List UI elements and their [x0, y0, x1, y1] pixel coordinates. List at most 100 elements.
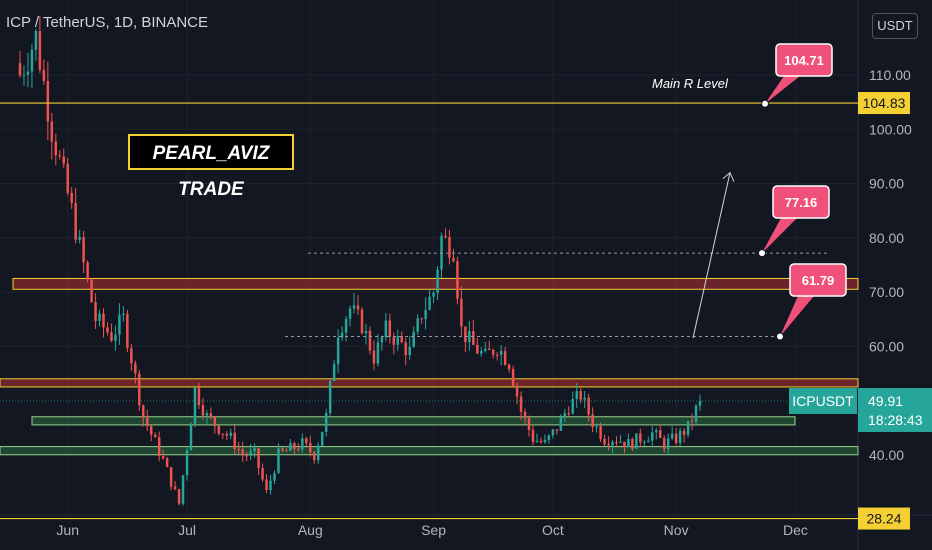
candle-body — [165, 458, 169, 468]
candle-body — [372, 350, 376, 364]
candle-body — [376, 342, 380, 364]
candle-body — [297, 449, 300, 451]
time-tick-label: Dec — [783, 522, 808, 538]
candle-body — [289, 443, 292, 451]
candles — [18, 15, 702, 506]
candle-body — [448, 237, 451, 258]
candle-body — [388, 320, 392, 337]
currency-badge[interactable]: USDT — [872, 13, 918, 39]
candle-body — [277, 448, 280, 473]
candle-body — [332, 364, 336, 382]
candle-body — [416, 318, 419, 332]
candle-body — [666, 438, 670, 449]
callout-text: 77.16 — [785, 195, 818, 210]
symbol-title[interactable]: ICP / TetherUS, 1D, BINANCE — [6, 14, 209, 31]
callout-box — [775, 43, 833, 77]
support-price-tag — [858, 507, 910, 530]
candle-body — [587, 397, 590, 415]
candle-body — [643, 442, 646, 444]
candle-body — [122, 313, 125, 315]
candle-body — [181, 475, 185, 504]
time-tick-label: Jun — [56, 522, 79, 538]
support-price-text: 28.24 — [866, 511, 901, 527]
price-tick-label: 90.00 — [869, 176, 904, 192]
candle-body — [364, 330, 368, 334]
candle-body — [201, 405, 205, 416]
candle-body — [22, 74, 26, 76]
support-zone — [0, 446, 859, 456]
callout-pointer — [762, 218, 797, 254]
candle-body — [340, 332, 344, 338]
candle-body — [261, 468, 264, 480]
candle-body — [126, 313, 129, 349]
candle-body — [690, 421, 694, 423]
candle-body — [392, 336, 396, 345]
callout-text: 61.79 — [802, 273, 835, 288]
candle-body — [38, 31, 42, 70]
candle-body — [217, 426, 221, 434]
candle-body — [146, 417, 149, 427]
candle-body — [301, 438, 304, 450]
callout-box — [772, 185, 830, 219]
candle-body — [209, 413, 213, 418]
last-price-text: 49.91 — [868, 393, 903, 409]
candle-body — [305, 438, 308, 444]
candle-body — [70, 193, 73, 204]
symbol-tag — [789, 387, 857, 414]
candle-body — [495, 354, 499, 356]
candle-body — [253, 448, 256, 452]
candle-body — [273, 472, 276, 481]
price-tick-label: 40.00 — [869, 447, 904, 463]
candle-body — [265, 479, 268, 491]
candle-body — [380, 337, 384, 343]
candle-body — [149, 426, 153, 435]
candle-body — [142, 405, 145, 418]
candle-body — [110, 332, 113, 341]
candle-body — [130, 348, 133, 364]
candle-body — [94, 302, 97, 321]
candle-body — [631, 438, 634, 449]
zones — [0, 277, 859, 456]
candle-body — [591, 414, 594, 428]
candle-body — [197, 387, 201, 406]
projection-arrow — [692, 172, 731, 339]
candle-body — [177, 489, 181, 504]
candle-body — [595, 426, 598, 428]
candle-body — [205, 413, 209, 416]
candle-body — [662, 437, 666, 449]
candle-body — [460, 298, 463, 327]
candle-body — [400, 335, 403, 343]
candle-body — [74, 203, 77, 240]
anchor-dot — [761, 99, 769, 108]
candle-body — [476, 344, 479, 354]
candle-body — [348, 308, 352, 319]
countdown-text: 18:28:43 — [868, 412, 923, 428]
candle-body — [507, 364, 511, 370]
anchor-dot — [776, 332, 784, 341]
candle-body — [368, 330, 372, 351]
candle-body — [551, 429, 555, 436]
candle-body — [503, 351, 507, 365]
candle-body — [102, 313, 105, 328]
candle-body — [285, 450, 288, 452]
candle-body — [408, 346, 411, 356]
candle-body — [623, 441, 626, 448]
candle-body — [452, 257, 455, 262]
candle-body — [571, 399, 574, 414]
candle-body — [328, 381, 332, 414]
time-tick-label: Jul — [178, 522, 196, 538]
candle-body — [169, 467, 173, 487]
candle-body — [106, 327, 109, 333]
candle-body — [336, 337, 340, 365]
callout-text: 104.71 — [784, 53, 824, 68]
candle-body — [627, 438, 630, 448]
candle-body — [615, 442, 618, 444]
candle-body — [281, 448, 284, 451]
candle-body — [678, 430, 682, 444]
candle-body — [480, 350, 483, 354]
candle-body — [293, 443, 296, 450]
candle-body — [42, 69, 46, 82]
candle-body — [26, 71, 30, 75]
candle-body — [241, 449, 244, 456]
